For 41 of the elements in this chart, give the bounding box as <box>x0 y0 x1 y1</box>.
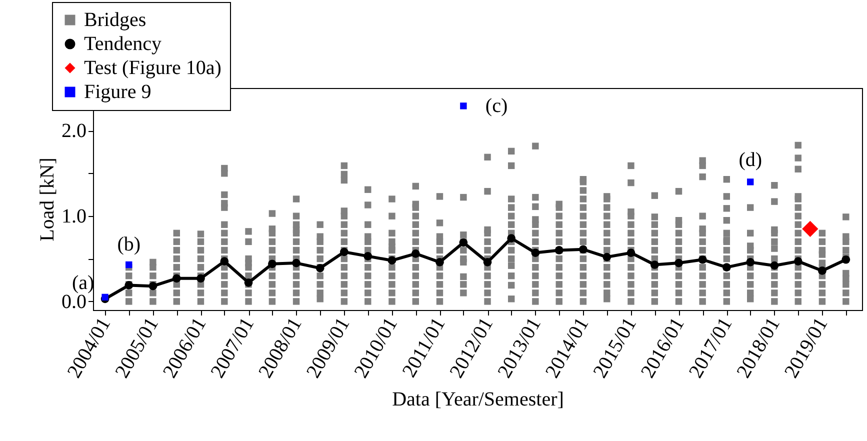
point <box>507 234 516 242</box>
point <box>746 258 755 266</box>
annotation: (a) <box>72 272 94 294</box>
point <box>148 282 158 290</box>
point <box>531 248 540 257</box>
legend-label: Bridges <box>84 9 146 31</box>
point <box>460 102 467 110</box>
point <box>340 248 348 256</box>
point <box>411 249 420 258</box>
annotation: (d) <box>738 148 762 171</box>
annotation: (c) <box>485 94 508 117</box>
y-tick-label: 1.0 <box>62 206 86 228</box>
y-axis-title: Load [kN] <box>36 158 58 242</box>
point <box>626 248 636 257</box>
point <box>818 266 826 275</box>
point <box>364 252 372 260</box>
point <box>483 258 492 266</box>
point <box>842 255 850 264</box>
point <box>102 294 108 301</box>
point <box>436 258 444 266</box>
point <box>292 258 300 268</box>
point <box>770 261 779 270</box>
point <box>602 252 612 262</box>
legend-label: Tendency <box>84 33 162 55</box>
annotation: (b) <box>117 234 141 256</box>
point <box>172 274 181 283</box>
point <box>650 260 659 269</box>
point <box>196 274 205 283</box>
legend-label: Test (Figure 10a) <box>84 57 222 79</box>
x-axis-title: Data [Year/Semester] <box>392 388 564 410</box>
point <box>244 278 253 287</box>
point <box>220 257 229 266</box>
y-tick-label: 2.0 <box>62 120 86 142</box>
point <box>268 260 276 268</box>
point <box>746 178 754 186</box>
point <box>388 256 396 265</box>
legend-label: Figure 9 <box>84 81 152 103</box>
point <box>674 258 683 268</box>
point <box>802 220 818 237</box>
point <box>126 261 132 268</box>
point <box>794 257 802 266</box>
